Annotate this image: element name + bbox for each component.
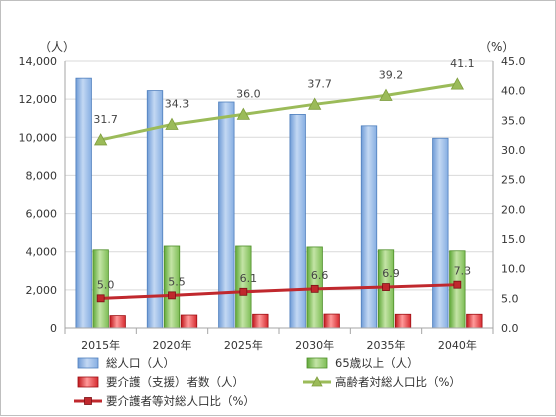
y-left-tick-label: 2,000 — [26, 284, 58, 297]
x-tick-label: 2015年 — [81, 338, 120, 352]
data-label: 6.6 — [311, 269, 329, 282]
bar-2 — [394, 313, 412, 329]
y-left-tick-label: 0 — [50, 322, 57, 335]
legend-swatch-2 — [77, 376, 99, 388]
data-label: 34.3 — [165, 97, 190, 110]
y-right-tick-label: 35.0 — [501, 114, 526, 127]
bar-0 — [360, 125, 378, 329]
x-tick-label: 2035年 — [367, 338, 406, 352]
square-marker — [96, 294, 105, 303]
bar-1 — [449, 250, 466, 329]
legend-label-4: 要介護者等対総人口比（%） — [106, 394, 255, 408]
bar-2 — [466, 313, 483, 329]
legend-label-3: 高齢者対総人口比（%） — [335, 375, 461, 389]
y-right-tick-label: 20.0 — [501, 203, 526, 216]
bar-1 — [235, 245, 252, 329]
y-left-tick-label: 4,000 — [26, 246, 58, 259]
data-label: 39.2 — [379, 68, 404, 81]
series-line-0 — [100, 82, 458, 142]
data-label: 7.3 — [454, 265, 472, 278]
square-marker — [453, 280, 462, 289]
data-label: 41.1 — [450, 57, 475, 70]
legend-label-1: 65歳以上（人） — [335, 356, 419, 370]
data-label: 6.9 — [382, 267, 400, 280]
bar-2 — [109, 315, 126, 329]
y-right-tick-label: 30.0 — [501, 144, 526, 157]
triangle-marker — [236, 107, 251, 120]
x-tick-label: 2025年 — [224, 338, 263, 352]
bar-0 — [432, 137, 449, 329]
y-left-tick-label: 6,000 — [26, 208, 58, 221]
legend-label-2: 要介護（支援）者数（人） — [106, 375, 244, 389]
triangle-marker — [93, 133, 108, 146]
y-left-tick-label: 8,000 — [26, 169, 58, 182]
square-marker — [310, 284, 319, 293]
x-tick-label: 2040年 — [438, 338, 477, 352]
bar-0 — [75, 77, 92, 329]
y-right-tick-label: 5.0 — [501, 292, 519, 305]
bar-2 — [323, 313, 340, 329]
y-left-tick-label: 14,000 — [19, 55, 58, 68]
triangle-marker — [307, 97, 322, 110]
y-left-tick-label: 12,000 — [19, 93, 58, 106]
square-marker — [168, 291, 176, 300]
y-right-tick-label: 25.0 — [501, 174, 526, 187]
series-line-1 — [100, 283, 458, 300]
triangle-marker — [165, 117, 179, 130]
y-right-tick-label: 40.0 — [501, 85, 526, 98]
legend-swatch-1 — [306, 357, 328, 369]
y-left-unit-label: （人） — [39, 40, 75, 54]
square-marker — [382, 283, 390, 291]
bar-0 — [289, 114, 306, 329]
x-tick-label: 2030年 — [295, 338, 334, 352]
data-label: 5.5 — [168, 275, 186, 288]
data-label: 36.0 — [236, 87, 261, 100]
y-left-tick-label: 10,000 — [19, 131, 58, 144]
data-label: 5.0 — [97, 278, 115, 291]
legend-label-0: 総人口（人） — [106, 356, 175, 370]
y-right-tick-label: 45.0 — [501, 55, 526, 68]
y-right-tick-label: 10.0 — [501, 263, 526, 276]
square-marker — [239, 287, 248, 296]
bar-2 — [180, 314, 198, 329]
triangle-marker — [379, 88, 393, 101]
data-label: 31.7 — [93, 113, 118, 126]
y-right-unit-label: （%） — [479, 40, 514, 54]
legend-swatch-0 — [77, 357, 99, 369]
y-right-tick-label: 0.0 — [501, 322, 519, 335]
legend-marker-3 — [311, 376, 323, 387]
bar-2 — [252, 313, 269, 329]
x-tick-label: 2020年 — [153, 338, 192, 352]
data-label: 37.7 — [307, 77, 332, 90]
data-label: 6.1 — [240, 272, 258, 285]
triangle-marker — [450, 77, 465, 90]
legend-marker-4 — [84, 397, 92, 405]
y-right-tick-label: 15.0 — [501, 233, 526, 246]
